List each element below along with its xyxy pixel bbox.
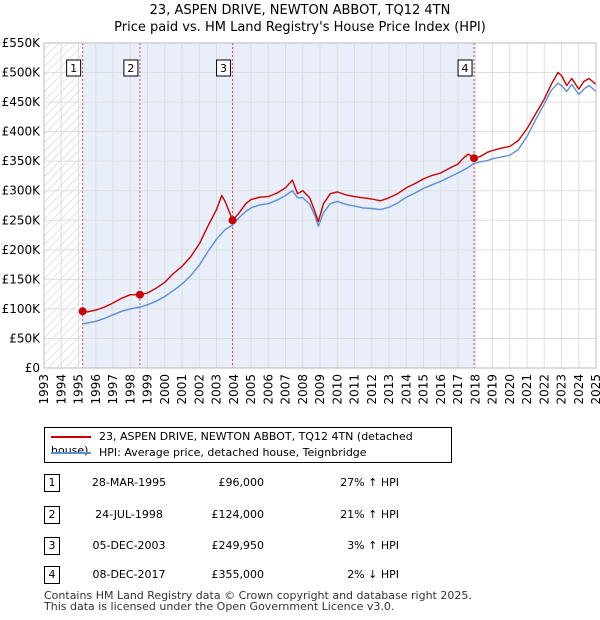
y-tick-label: £150K (2, 272, 42, 286)
legend-label-hpi: HPI: Average price, detached house, Teig… (99, 446, 367, 459)
footer-copyright: Contains HM Land Registry data © Crown c… (44, 589, 472, 602)
legend-item-hpi: HPI: Average price, detached house, Teig… (51, 446, 367, 460)
x-tick-label: 2005 (244, 374, 258, 405)
sale-label-text: 2 (127, 62, 134, 75)
series-line-property (82, 71, 597, 313)
legend-swatch-property (51, 436, 91, 438)
y-tick-label: £350K (2, 154, 42, 168)
legend-item-property: 23, ASPEN DRIVE, NEWTON ABBOT, TQ12 4TN … (51, 430, 451, 457)
y-tick-label: £0 (25, 361, 40, 375)
x-tick-label: 2004 (227, 374, 241, 405)
y-tick-label: £250K (2, 213, 42, 227)
y-tick-label: £50K (9, 331, 41, 345)
sale-label-text: 1 (70, 62, 77, 75)
sale-price: £355,000 (211, 568, 265, 581)
price-chart: 1 2 3 4 £0 £50K £100K £150K £200K £250K £300K £350K… (2, 36, 600, 405)
x-tick-label: 2020 (503, 374, 517, 405)
y-tick-label: £400K (2, 125, 42, 139)
sale-label-box (457, 59, 473, 77)
x-tick-label: 1996 (89, 374, 103, 405)
sale-date: 28-MAR-1995 (91, 476, 167, 489)
sale-number-badge: 4 (44, 566, 60, 584)
footer: Contains HM Land Registry data © Crown c… (44, 590, 472, 612)
sale-hpi-diff: 27% ↑ HPI (340, 476, 399, 489)
x-tick-label: 2008 (296, 374, 310, 405)
chart-subtitle: Price paid vs. HM Land Registry's House … (114, 20, 486, 35)
x-tick-label: 1997 (106, 374, 120, 405)
chart-title-block: 23, ASPEN DRIVE, NEWTON ABBOT, TQ12 4TN … (0, 2, 600, 36)
sale-label-text: 3 (220, 62, 227, 75)
x-tick-label: 2023 (555, 374, 569, 405)
x-tick-label: 1998 (123, 374, 137, 405)
x-tick-label: 2000 (158, 374, 172, 405)
legend: 23, ASPEN DRIVE, NEWTON ABBOT, TQ12 4TN … (44, 427, 452, 463)
x-tick-label: 2025 (589, 374, 600, 405)
chart-title: 23, ASPEN DRIVE, NEWTON ABBOT, TQ12 4TN (149, 3, 451, 18)
sale-hpi-diff: 3% ↑ HPI (347, 539, 399, 552)
y-tick-label: £550K (2, 36, 42, 50)
sale-price: £124,000 (211, 508, 265, 521)
legend-swatch-hpi (51, 452, 91, 454)
x-tick-label: 1993 (37, 374, 51, 405)
y-tick-label: £450K (2, 95, 42, 109)
sale-date: 24-JUL-1998 (95, 508, 163, 521)
series-line-hpi (82, 82, 597, 325)
y-tick-label: £300K (2, 184, 42, 198)
x-tick-label: 2013 (382, 374, 396, 405)
sale-point (78, 307, 87, 316)
y-tick-label: £200K (2, 243, 42, 257)
ownership-span (139, 43, 233, 368)
sale-label-text: 4 (462, 62, 469, 75)
x-tick-label: 2021 (520, 374, 534, 405)
y-tick-label: £500K (2, 66, 42, 80)
x-tick-label: 1999 (141, 374, 155, 405)
x-tick-label: 1995 (72, 374, 86, 405)
x-tick-label: 2006 (261, 374, 275, 405)
sale-hpi-diff: 21% ↑ HPI (340, 508, 399, 521)
x-tick-label: 2019 (486, 374, 500, 405)
sale-point (470, 154, 479, 163)
sale-label-box (216, 59, 232, 77)
sale-date: 05-DEC-2003 (92, 539, 166, 552)
x-tick-label: 2018 (468, 374, 482, 405)
footer-licence: This data is licensed under the Open Gov… (44, 600, 395, 613)
x-tick-label: 2016 (434, 374, 448, 405)
y-tick-label: £100K (2, 302, 42, 316)
pre-data-hatch (44, 43, 83, 368)
sale-hpi-diff: 2% ↓ HPI (347, 568, 399, 581)
x-tick-label: 2024 (572, 374, 586, 405)
sale-number-badge: 1 (44, 474, 60, 492)
x-tick-label: 1994 (54, 374, 68, 405)
x-tick-label: 2015 (417, 374, 431, 405)
sale-label-box (123, 59, 139, 77)
x-tick-label: 2012 (365, 374, 379, 405)
x-tick-label: 2010 (330, 374, 344, 405)
sale-date: 08-DEC-2017 (92, 568, 166, 581)
x-tick-label: 2003 (210, 374, 224, 405)
x-tick-label: 2014 (399, 374, 413, 405)
sale-price: £249,950 (211, 539, 265, 552)
sale-price: £96,000 (218, 476, 265, 489)
plot-border (43, 42, 597, 369)
sale-label-box (66, 59, 82, 77)
x-tick-label: 2022 (537, 374, 551, 405)
x-tick-label: 2002 (192, 374, 206, 405)
x-tick-label: 2017 (451, 374, 465, 405)
x-tick-label: 2007 (279, 374, 293, 405)
sale-point (228, 216, 237, 225)
x-tick-label: 2001 (175, 374, 189, 405)
ownership-span (82, 43, 140, 368)
sale-point (135, 290, 144, 299)
sale-number-badge: 2 (44, 506, 60, 524)
x-tick-label: 2009 (313, 374, 327, 405)
sale-number-badge: 3 (44, 537, 60, 555)
x-tick-label: 2011 (348, 374, 362, 405)
